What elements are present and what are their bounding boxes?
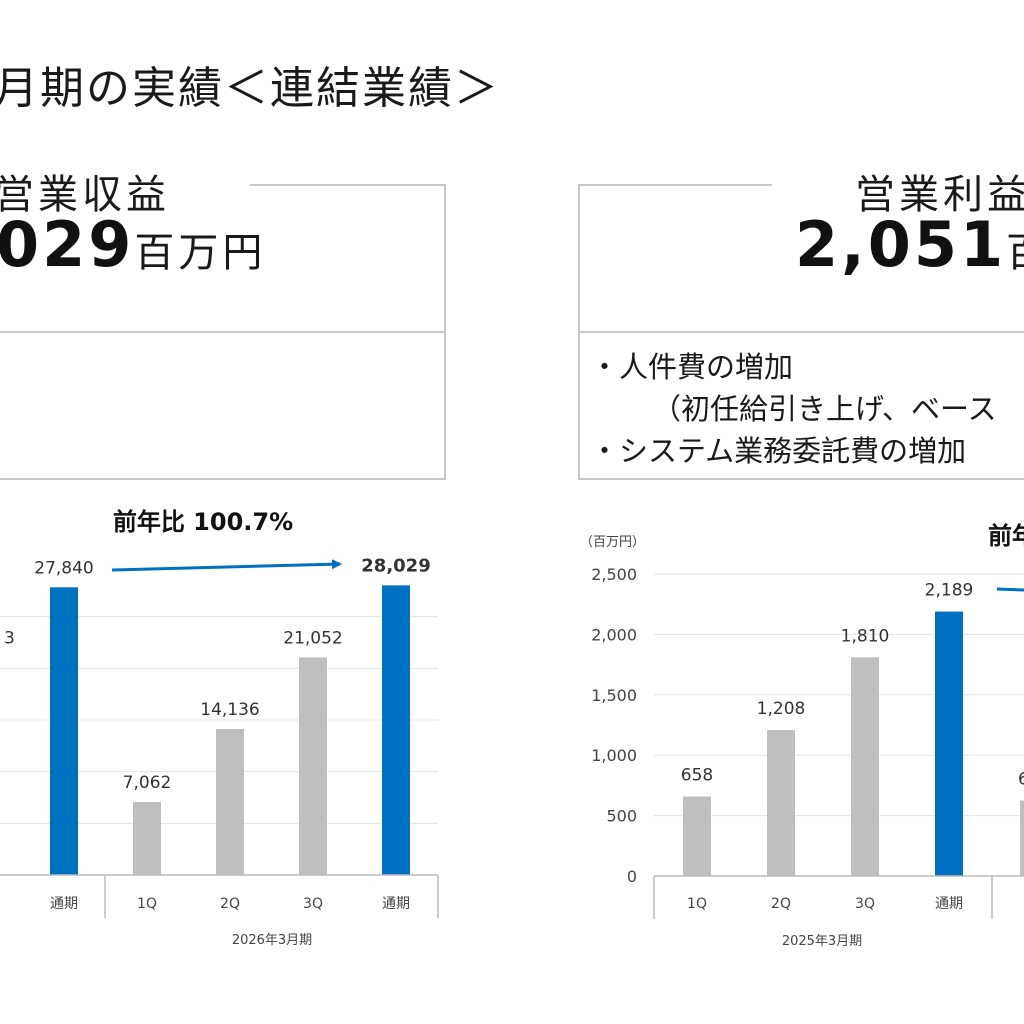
- revenue-bar-chart: 27,840 通期 7,062 1Q 14,136 2Q 21,052 3Q 28,029 通期 3…: [0, 508, 439, 948]
- y-tick-label: 2,000: [591, 625, 637, 644]
- bar-value-label: 27,840: [34, 558, 93, 578]
- bar-value-label: 21,052: [283, 628, 342, 648]
- profit-unit: 百: [1006, 230, 1024, 276]
- partial-bar: [1020, 800, 1024, 876]
- panel-border-mid: [0, 331, 446, 333]
- category-label: 1Q: [137, 896, 157, 912]
- profit-title: 営業利益: [855, 172, 1024, 218]
- category-label: 通期: [935, 896, 963, 912]
- category-label: 通期: [382, 896, 410, 912]
- yoy-ratio-label: 前年比 100.7%: [113, 508, 293, 536]
- yoy-ratio-label: 前年: [988, 522, 1024, 550]
- revenue-unit: 百万円: [134, 230, 267, 276]
- panel-border-top: [250, 184, 446, 186]
- bar: [851, 657, 879, 876]
- bar-value-label: 7,062: [123, 773, 172, 793]
- yoy-arrow: [111, 559, 342, 572]
- y-unit-label: （百万円）: [580, 535, 645, 550]
- category-label: 2Q: [771, 896, 791, 912]
- bar: [50, 587, 78, 875]
- bar-value-label: 1,810: [841, 626, 890, 646]
- bar-value-label: 28,029: [361, 555, 430, 576]
- profit-amount-row: 2,051百: [795, 208, 1024, 281]
- y-tick-label: 1,500: [591, 686, 637, 705]
- category-label: 2Q: [220, 896, 240, 912]
- bar: [216, 728, 244, 875]
- bar: [133, 802, 161, 875]
- y-tick-label: 0: [627, 867, 637, 886]
- category-label: 通期: [50, 896, 78, 912]
- bar-value-label: 14,136: [200, 700, 259, 720]
- bar: [935, 611, 963, 876]
- partial-value-label: 6: [1018, 770, 1024, 790]
- y-tick-label: 500: [606, 807, 637, 826]
- y-tick-label: 2,500: [591, 565, 637, 584]
- partial-value-label: 3: [4, 628, 15, 648]
- revenue-amount: 029: [0, 208, 135, 281]
- panel-border-bottom-r: [578, 478, 1024, 480]
- panel-border-top-r: [578, 184, 772, 186]
- yoy-arrow: [996, 587, 1024, 592]
- page-title: 月期の実績＜連結業績＞: [0, 63, 500, 114]
- category-label: 1Q: [687, 896, 707, 912]
- bar: [767, 730, 795, 876]
- bar-value-label: 1,208: [757, 699, 806, 719]
- profit-bullet-2: （初任給引き上げ、ベース: [652, 392, 997, 426]
- group-label: 2026年3月期: [232, 933, 312, 948]
- profit-bullet-3: ・システム業務委託費の増加: [590, 434, 967, 468]
- revenue-title: 営業収益: [0, 172, 170, 218]
- revenue-amount-row: 029百万円: [0, 208, 266, 281]
- category-label: 3Q: [855, 896, 875, 912]
- category-label: 3Q: [303, 896, 323, 912]
- y-tick-label: 1,000: [591, 746, 637, 765]
- panel-border-bottom: [0, 478, 446, 480]
- profit-bar-chart: （百万円） 0 500 1,000 1,500 2,000 2,500 658 1Q 1,208 2…: [580, 522, 1024, 949]
- bar-value-label: 658: [681, 766, 713, 786]
- bar: [382, 585, 410, 875]
- profit-amount: 2,051: [795, 208, 1007, 281]
- bar: [683, 796, 711, 876]
- bar: [299, 657, 327, 875]
- group-label: 2025年3月期: [782, 934, 862, 949]
- panel-border-mid-r: [578, 331, 1024, 333]
- profit-bullet-1: ・人件費の増加: [590, 350, 794, 384]
- bar-value-label: 2,189: [925, 581, 974, 601]
